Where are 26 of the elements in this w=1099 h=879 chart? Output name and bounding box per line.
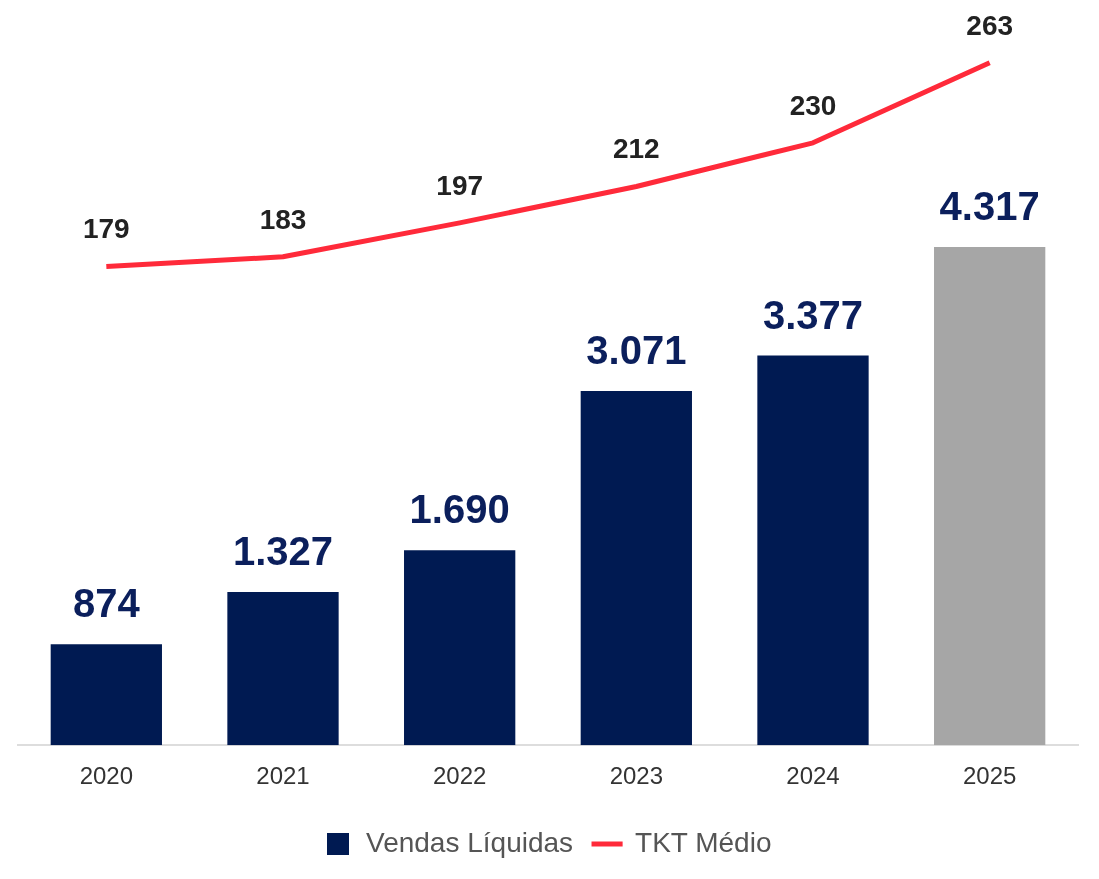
data-label: 197 [436,169,484,201]
bar [227,592,339,746]
bar [934,247,1046,746]
x-tick-label: 2025 [962,762,1017,790]
data-label: 230 [789,89,837,121]
bar [580,390,692,746]
x-tick-label: 2021 [256,762,310,790]
x-tick-label: 2024 [786,762,840,790]
data-label: 183 [259,203,307,235]
bar [50,644,162,746]
x-tick-label: 2022 [432,762,487,790]
data-label: 3.071 [586,327,687,372]
legend-label: Vendas Líquidas [366,826,574,858]
x-tick-label: 2023 [609,762,664,790]
data-label: 1.690 [409,487,510,532]
data-label: 4.317 [939,184,1040,229]
x-tick-label: 2020 [79,762,134,790]
data-label: 263 [966,9,1014,41]
data-label: 1.327 [232,529,334,574]
data-label: 179 [82,213,130,245]
legend-label: TKT Médio [635,826,772,858]
data-label: 874 [72,581,141,626]
data-label: 3.377 [762,292,864,337]
data-label: 212 [612,133,660,165]
bar [404,550,516,746]
bar [757,355,869,746]
